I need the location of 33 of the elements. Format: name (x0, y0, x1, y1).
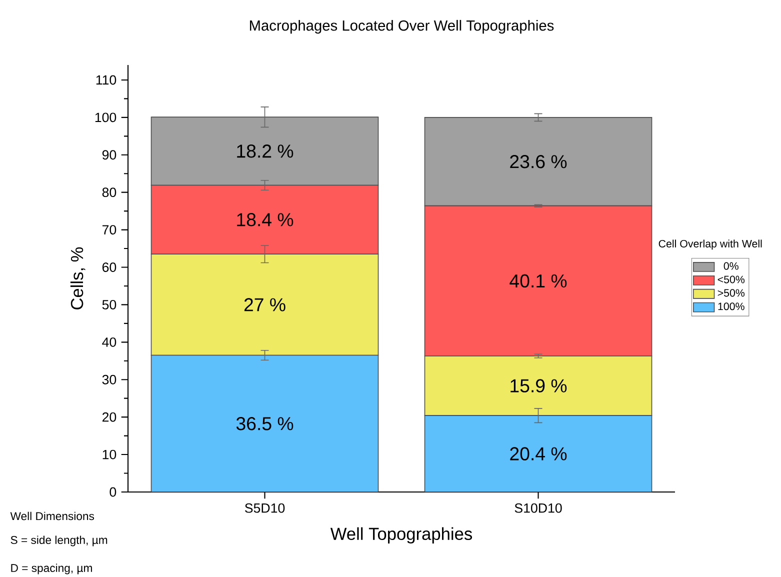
y-tick-label: 50 (102, 300, 116, 310)
x-tick-label: S10D10 (514, 503, 562, 513)
text: Well Dimensions (10, 512, 94, 520)
y-tick-label: 60 (102, 262, 116, 272)
y-tick-label: 20 (102, 412, 116, 422)
text: S = side length, µm (10, 536, 108, 546)
y-axis-title: Cells, % (70, 247, 86, 310)
data-label: 27 % (244, 298, 286, 312)
y-tick-label: 70 (102, 225, 116, 235)
y-tick-label: 40 (102, 337, 116, 347)
y-tick-label: 0 (110, 487, 116, 497)
data-label: 18.4 % (237, 213, 294, 226)
y-tick-label: 80 (102, 188, 116, 198)
y-tick-label: 10 (102, 450, 116, 460)
y-tick-label: 100 (95, 112, 116, 122)
y-tick-label: 30 (102, 374, 116, 384)
chart-title: Macrophages Located Over Well Topographies (250, 20, 554, 34)
data-label: 23.6 % (510, 155, 567, 168)
legend-label: 0% (724, 262, 738, 270)
y-tick-label: 90 (102, 150, 116, 160)
data-label: 18.2 % (237, 144, 294, 158)
data-label: 36.5 % (236, 417, 294, 430)
x-axis-title: Well Topographies (330, 527, 472, 544)
data-label: 20.4 % (510, 447, 567, 460)
data-label: 40.1 % (510, 274, 567, 288)
x-tick-label: S5D10 (244, 503, 285, 513)
legend-label: <50% (718, 276, 745, 284)
y-tick-label: 110 (96, 75, 116, 85)
legend-label: >50% (718, 289, 745, 297)
legend-label: 100% (718, 302, 744, 310)
data-label: 15.9 % (510, 379, 567, 392)
legend-title: Cell Overlap with Well (658, 240, 762, 250)
text: D = spacing, µm (11, 564, 92, 574)
